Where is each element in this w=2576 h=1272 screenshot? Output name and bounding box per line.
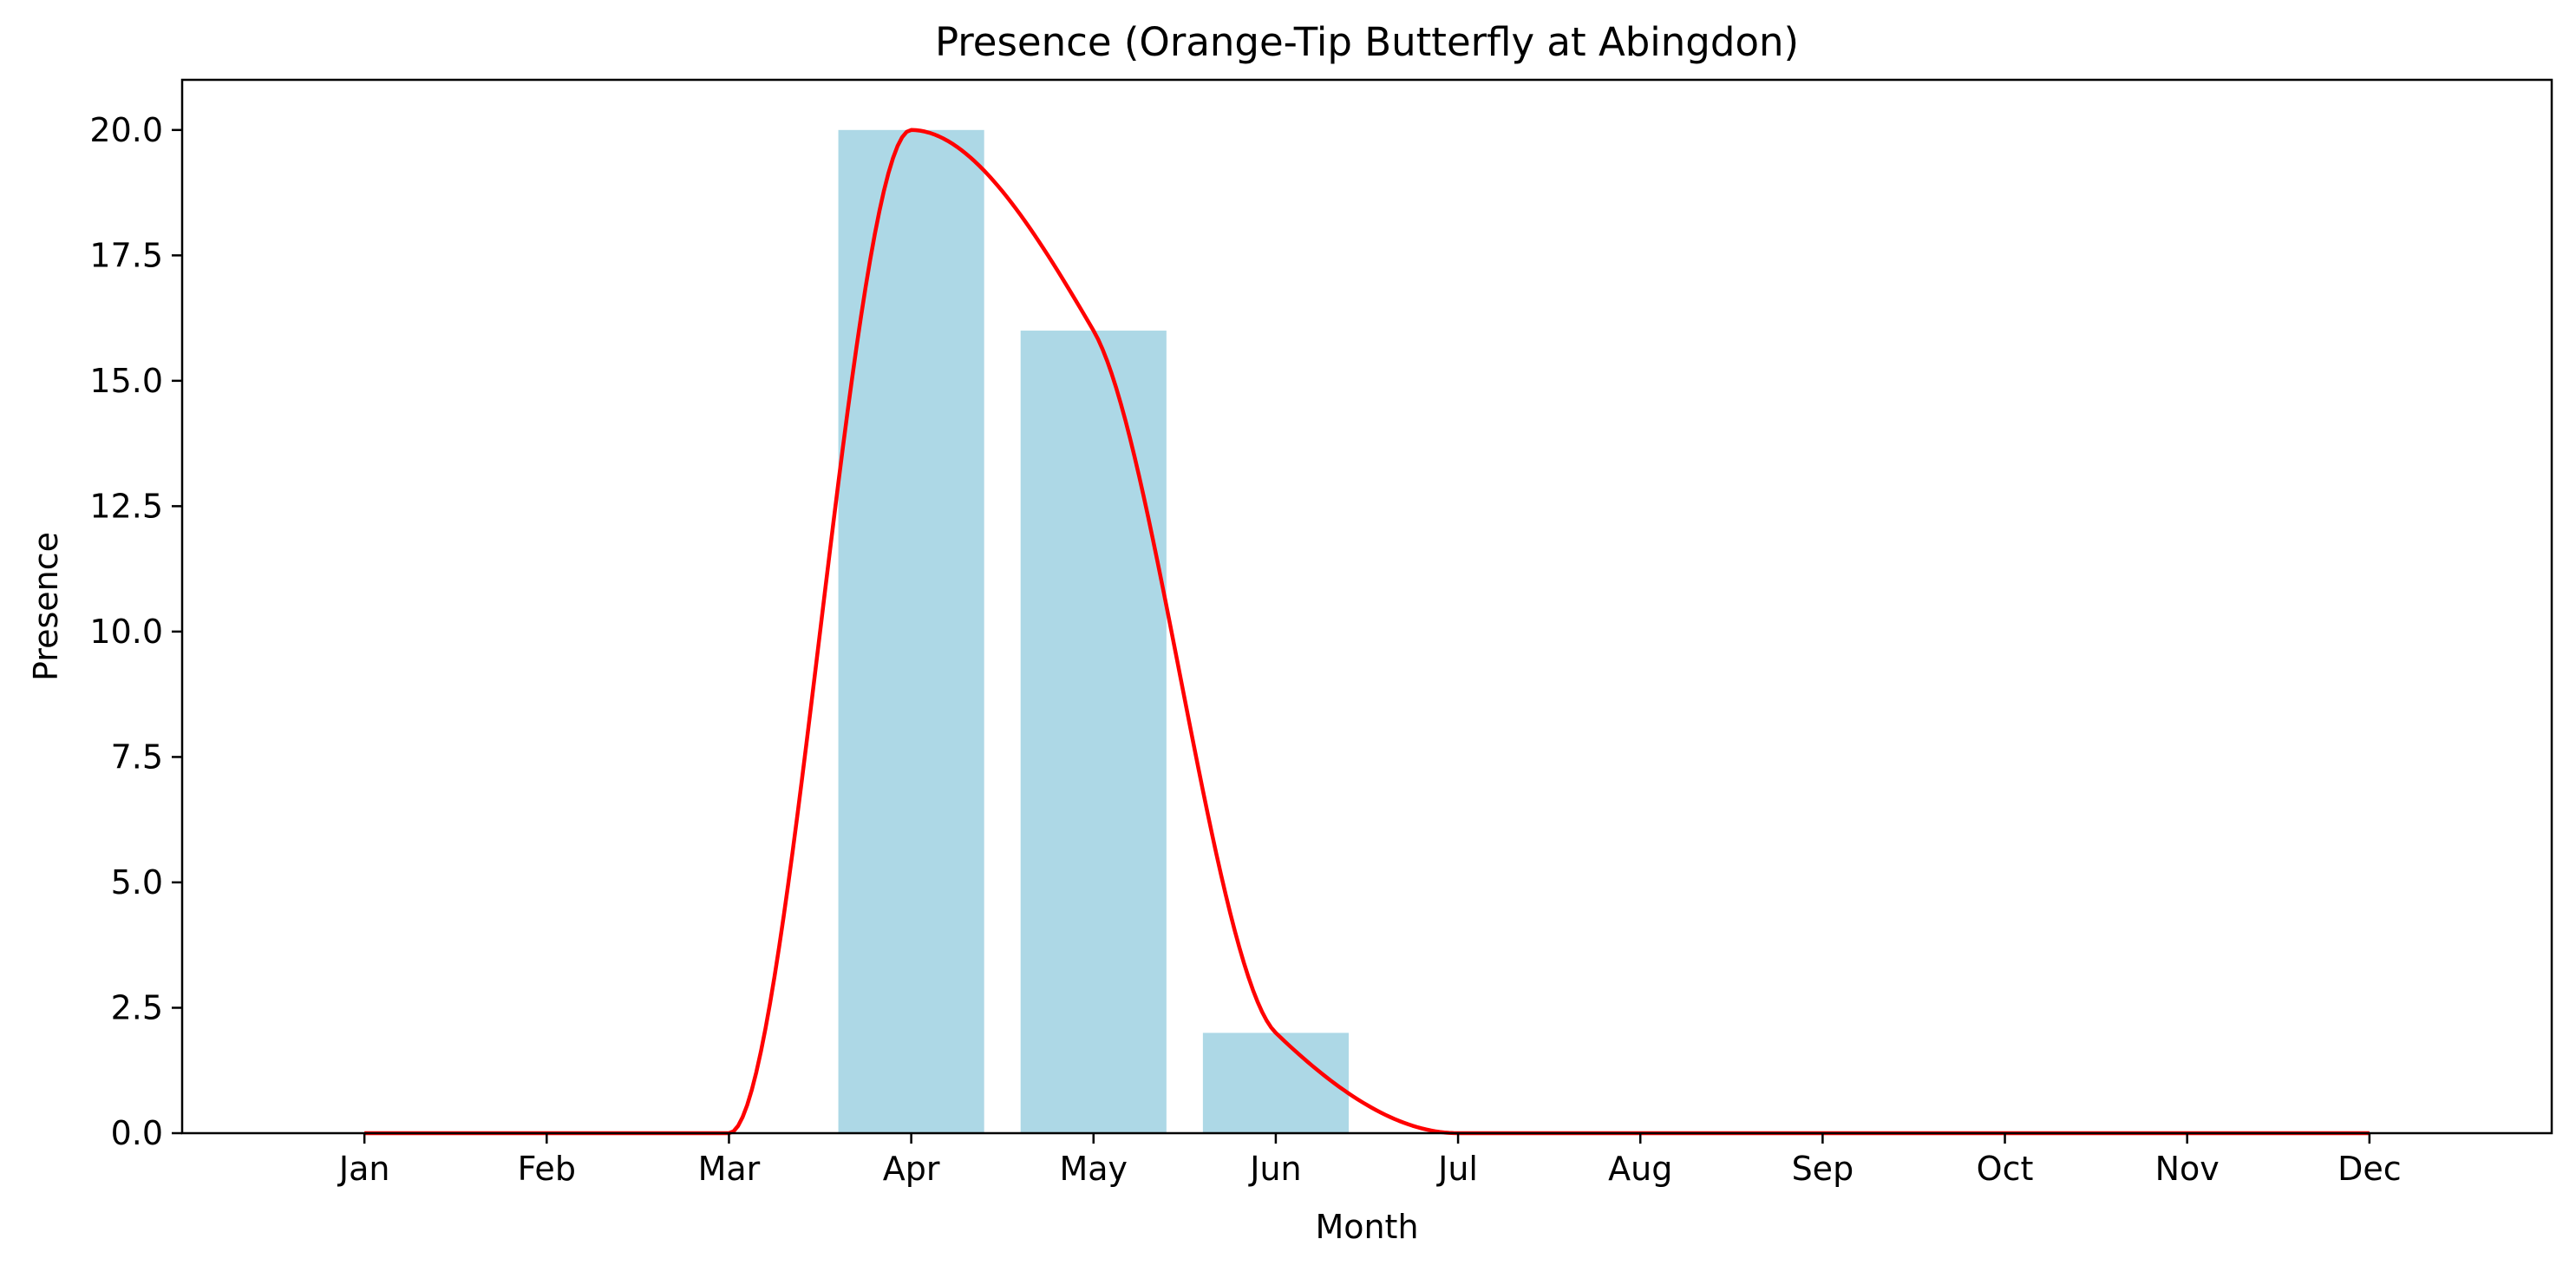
y-tick-label: 17.5 <box>89 236 163 274</box>
x-tick-label: Feb <box>518 1150 576 1188</box>
y-tick-label: 0.0 <box>111 1114 163 1152</box>
chart-title: Presence (Orange-Tip Butterfly at Abingd… <box>935 19 1799 65</box>
y-tick-label: 15.0 <box>89 362 163 400</box>
plot-frame <box>180 78 2553 1135</box>
y-tick-label: 5.0 <box>111 863 163 902</box>
bar-apr <box>838 129 984 1133</box>
x-axis-label: Month <box>1315 1208 1418 1246</box>
x-tick-label: Jul <box>1436 1150 1478 1188</box>
x-axis: Jan Feb Mar Apr May Jun Jul Aug Sep Oct Nov Dec <box>337 1133 2402 1188</box>
x-tick-label: Oct <box>1977 1150 2034 1188</box>
y-tick-label: 12.5 <box>89 487 163 525</box>
x-tick-label: May <box>1059 1150 1128 1188</box>
x-tick-label: Jan <box>337 1150 390 1188</box>
bar-jun <box>1202 1033 1349 1133</box>
x-tick-label: Jun <box>1248 1150 1301 1188</box>
bar-may <box>1020 331 1167 1133</box>
y-tick-label: 10.0 <box>89 613 163 651</box>
y-axis: 0.0 2.5 5.0 7.5 10.0 12.5 15.0 17.5 20.0 <box>89 111 182 1152</box>
x-tick-label: Mar <box>698 1150 761 1188</box>
x-tick-label: Aug <box>1608 1150 1672 1188</box>
x-tick-label: Sep <box>1792 1150 1854 1188</box>
x-tick-label: Dec <box>2337 1150 2402 1188</box>
y-tick-label: 2.5 <box>111 988 163 1026</box>
y-tick-label: 20.0 <box>89 111 163 149</box>
y-tick-label: 7.5 <box>111 738 163 776</box>
y-axis-label: Presence <box>27 532 65 681</box>
x-tick-label: Apr <box>883 1150 940 1188</box>
x-tick-label: Nov <box>2155 1150 2220 1188</box>
